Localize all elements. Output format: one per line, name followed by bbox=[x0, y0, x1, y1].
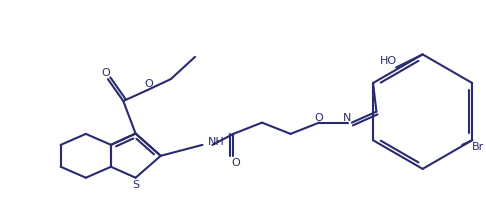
Text: O: O bbox=[102, 68, 110, 78]
Text: O: O bbox=[315, 113, 324, 123]
Text: O: O bbox=[231, 158, 240, 168]
Text: Br: Br bbox=[472, 142, 485, 152]
Text: HO: HO bbox=[380, 56, 397, 66]
Text: S: S bbox=[132, 180, 139, 190]
Text: N: N bbox=[343, 113, 351, 123]
Text: NH: NH bbox=[208, 137, 224, 147]
Text: O: O bbox=[144, 79, 153, 89]
